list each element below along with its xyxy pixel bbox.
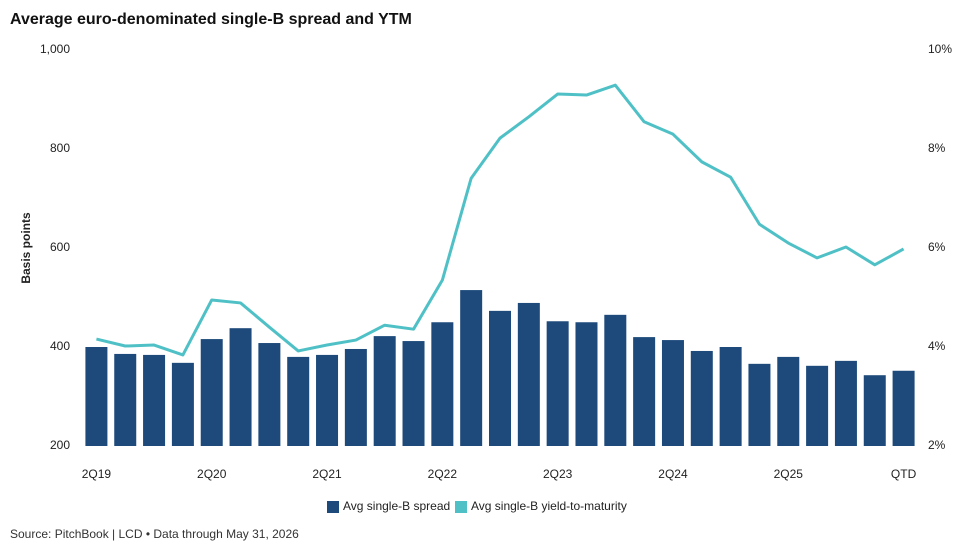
bar	[344, 348, 367, 446]
line	[96, 83, 905, 357]
bar	[661, 340, 684, 446]
y-tick-label: 200	[50, 438, 70, 452]
bar	[143, 354, 166, 446]
bar	[229, 328, 252, 446]
y2-tick-label: 6%	[928, 240, 946, 254]
bar	[806, 365, 829, 446]
bar	[258, 343, 281, 446]
bar	[719, 347, 742, 446]
bar	[517, 302, 540, 446]
bar	[85, 347, 108, 446]
bar	[633, 337, 656, 446]
bar	[604, 314, 627, 446]
legend-label: Avg single-B spread	[343, 499, 450, 513]
x-tick-label: 2Q23	[543, 467, 573, 481]
x-tick-label: 2Q22	[428, 467, 458, 481]
y-axis-title: Basis points	[19, 212, 33, 284]
legend-label: Avg single-B yield-to-maturity	[471, 499, 627, 513]
bar	[863, 375, 886, 446]
source: Source: PitchBook | LCD • Data through M…	[10, 527, 299, 541]
y-tick-label: 1,000	[40, 42, 70, 56]
legend-swatch	[327, 501, 339, 513]
bar	[690, 350, 713, 446]
legend-swatch	[455, 501, 467, 513]
bar	[834, 360, 857, 446]
bar	[546, 321, 569, 446]
bar	[460, 290, 483, 446]
y-tick-label: 600	[50, 240, 70, 254]
bar	[748, 363, 771, 446]
y-tick-label: 400	[50, 339, 70, 353]
chart-title: Average euro-denominated single-B spread…	[10, 11, 412, 28]
bar	[200, 339, 223, 446]
y2-tick-label: 8%	[928, 141, 946, 155]
x-tick-label: 2Q24	[658, 467, 688, 481]
x-tick-label: 2Q21	[312, 467, 342, 481]
bar	[171, 362, 194, 446]
bar	[575, 322, 598, 446]
bar	[114, 353, 137, 446]
x-tick-label: 2Q20	[197, 467, 227, 481]
bar	[777, 356, 800, 446]
bar	[316, 354, 339, 446]
y-tick-label: 800	[50, 141, 70, 155]
y2-tick-label: 4%	[928, 339, 946, 353]
x-tick-label: QTD	[891, 467, 917, 481]
bar	[431, 322, 454, 446]
bar	[489, 310, 511, 446]
bar	[287, 356, 310, 446]
y2-tick-label: 10%	[928, 42, 952, 56]
x-tick-label: 2Q19	[82, 467, 112, 481]
y2-tick-label: 2%	[928, 438, 946, 452]
bar	[402, 341, 425, 446]
x-tick-label: 2Q25	[774, 467, 804, 481]
bar	[892, 370, 915, 446]
bar	[373, 336, 396, 446]
